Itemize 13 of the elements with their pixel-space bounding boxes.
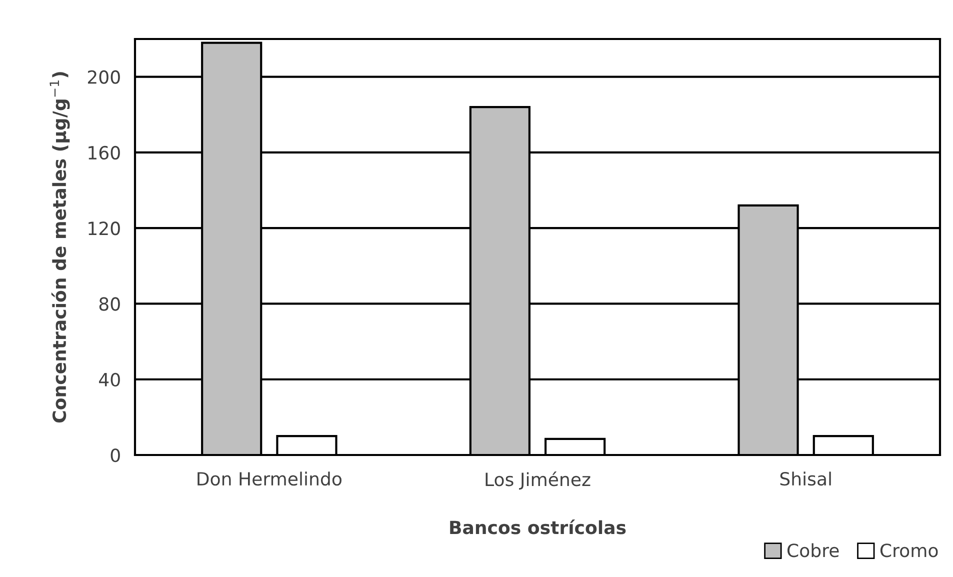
y-tick-label: 40 (99, 372, 120, 386)
legend-label: Cromo (880, 544, 938, 558)
x-tick-label: Don Hermelindo (198, 472, 342, 486)
legend-label: Cobre (787, 543, 839, 558)
y-tick-label: 80 (99, 297, 120, 311)
x-tick-label: Shisal (780, 472, 831, 486)
y-axis-title: Concentración de metales (µg/g$^{−1}$) (50, 72, 70, 423)
y-tick-label: 160 (88, 146, 120, 160)
x-tick-label: Los Jiménez (486, 472, 590, 490)
y-tick-label: 0 (110, 448, 120, 462)
y-tick-label: 200 (88, 70, 120, 84)
y-tick-label: 120 (88, 222, 120, 236)
x-axis-title: Bancos ostrícolas (450, 520, 626, 534)
